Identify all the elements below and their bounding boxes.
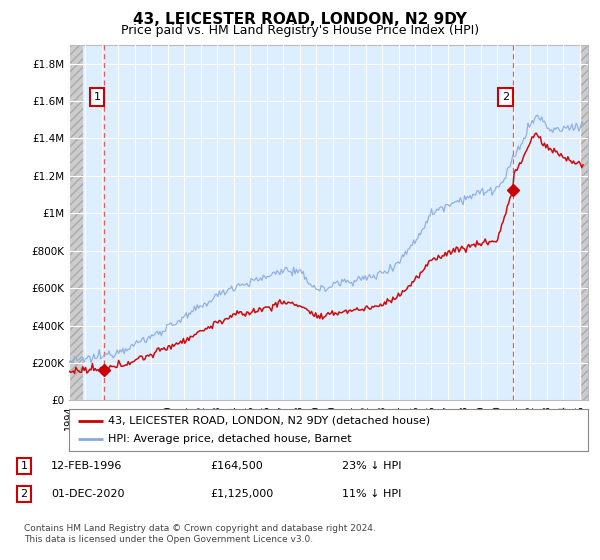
Text: 23% ↓ HPI: 23% ↓ HPI [342,461,401,471]
Text: Contains HM Land Registry data © Crown copyright and database right 2024.
This d: Contains HM Land Registry data © Crown c… [24,524,376,544]
Text: Price paid vs. HM Land Registry's House Price Index (HPI): Price paid vs. HM Land Registry's House … [121,24,479,36]
Text: 2: 2 [502,92,509,102]
Text: 01-DEC-2020: 01-DEC-2020 [51,489,125,499]
Text: HPI: Average price, detached house, Barnet: HPI: Average price, detached house, Barn… [108,434,352,444]
Text: 1: 1 [20,461,28,471]
Text: 12-FEB-1996: 12-FEB-1996 [51,461,122,471]
Text: 11% ↓ HPI: 11% ↓ HPI [342,489,401,499]
Text: 43, LEICESTER ROAD, LONDON, N2 9DY: 43, LEICESTER ROAD, LONDON, N2 9DY [133,12,467,27]
Text: 43, LEICESTER ROAD, LONDON, N2 9DY (detached house): 43, LEICESTER ROAD, LONDON, N2 9DY (deta… [108,416,430,426]
Text: 1: 1 [94,92,101,102]
Text: £164,500: £164,500 [210,461,263,471]
Bar [581,45,588,400]
Text: 2: 2 [20,489,28,499]
Text: £1,125,000: £1,125,000 [210,489,273,499]
Bar [69,45,83,400]
